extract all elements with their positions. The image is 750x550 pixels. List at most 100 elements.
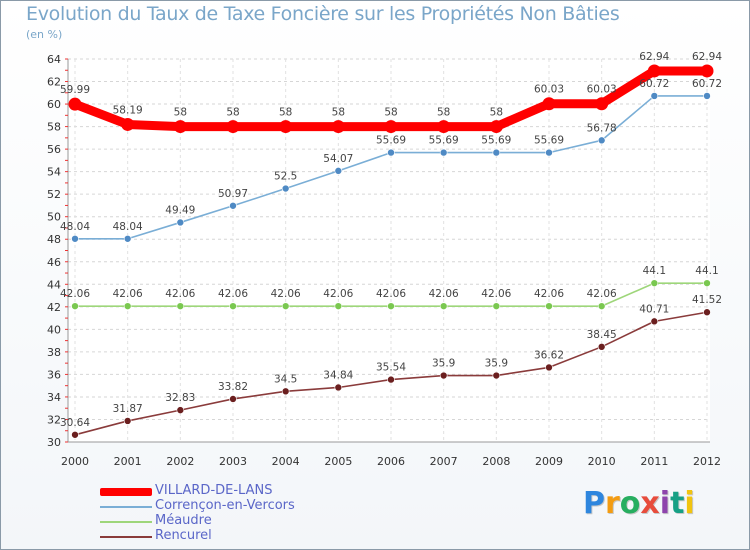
logo-letter: t (670, 486, 685, 521)
data-label: 42.06 (534, 288, 564, 300)
data-label: 60.72 (692, 78, 722, 90)
y-tick-label: 42 (47, 301, 61, 314)
logo-letter: i (684, 486, 695, 521)
data-label: 32.83 (165, 392, 195, 404)
data-point (703, 92, 711, 100)
data-point (650, 279, 659, 287)
data-point (597, 343, 606, 351)
x-tick-label: 2001 (114, 455, 142, 468)
data-label: 42.06 (481, 288, 511, 300)
data-label: 42.06 (323, 288, 353, 300)
data-label: 48.04 (60, 221, 90, 233)
data-point (176, 406, 185, 414)
legend-label-villard: VILLARD-DE-LANS (155, 483, 273, 498)
proxiti-logo: Proxiti (583, 486, 695, 521)
data-point (595, 97, 609, 111)
data-label: 42.06 (165, 288, 195, 300)
data-label: 41.52 (692, 294, 722, 306)
data-point (281, 302, 290, 310)
data-label: 60.72 (639, 78, 669, 90)
data-label: 55.69 (534, 135, 564, 147)
data-point (703, 308, 711, 317)
data-label: 30.64 (60, 417, 90, 429)
y-tick-label: 64 (47, 53, 61, 66)
legend-label-rencurel: Rencurel (155, 528, 212, 543)
data-point (71, 430, 79, 439)
data-label: 33.82 (218, 381, 248, 393)
data-label: 59.99 (60, 84, 90, 96)
data-point (68, 97, 82, 111)
legend-swatch-villard (100, 488, 152, 496)
data-point (387, 148, 395, 157)
data-point (71, 234, 79, 243)
data-point (226, 120, 240, 134)
data-labels: 59.99 58.19 58 58 58 58 58 58 58 60.03 60.03 62.94 6… (60, 51, 722, 429)
data-point (331, 120, 345, 134)
logo-letter: P (583, 486, 605, 521)
data-label: 58 (332, 107, 345, 119)
data-point (545, 148, 553, 157)
series-layer (68, 64, 714, 439)
data-label: 54.07 (323, 153, 353, 165)
data-point (439, 302, 448, 310)
y-tick-label: 30 (47, 436, 61, 449)
data-label: 58 (384, 107, 397, 119)
data-point (334, 302, 343, 310)
logo-letter: i (659, 486, 671, 521)
data-point (176, 302, 185, 310)
data-point (176, 218, 185, 227)
data-label: 44.1 (643, 265, 666, 277)
data-point (387, 375, 395, 384)
data-point (387, 302, 395, 310)
data-point (650, 92, 659, 100)
data-point (123, 302, 132, 310)
data-point (123, 417, 132, 425)
data-point (439, 371, 448, 380)
data-label: 42.06 (218, 288, 248, 300)
data-point (334, 167, 343, 175)
x-tick-label: 2009 (535, 455, 563, 468)
data-label: 60.03 (587, 84, 617, 96)
data-label: 42.06 (60, 288, 90, 300)
x-tick-label: 2006 (377, 455, 405, 468)
data-point (281, 184, 290, 193)
logo-letter: o (619, 486, 641, 521)
y-tick-label: 58 (47, 121, 61, 134)
data-label: 42.06 (113, 288, 143, 300)
line-chart: 30 32 34 36 38 40 42 44 46 48 50 52 54 56 58 60 62 64 2000… (47, 51, 722, 468)
data-point (121, 117, 135, 131)
logo-letter: r (605, 486, 620, 521)
data-label: 42.06 (429, 288, 459, 300)
data-label: 35.9 (432, 358, 455, 370)
y-tick-label: 40 (47, 323, 61, 336)
y-tick-label: 46 (47, 256, 61, 269)
legend-label-meaudre: Méaudre (155, 513, 212, 528)
data-label: 58 (226, 107, 239, 119)
data-point (229, 201, 237, 210)
data-point (597, 136, 606, 145)
data-label: 35.54 (376, 362, 406, 374)
x-tick-label: 2012 (693, 455, 721, 468)
data-label: 58 (437, 107, 450, 119)
x-tick-label: 2011 (640, 455, 668, 468)
data-label: 52.5 (274, 171, 297, 183)
legend-swatch-rencurel (100, 536, 152, 538)
data-label: 31.87 (113, 403, 143, 415)
data-label: 34.84 (323, 369, 353, 381)
data-label: 62.94 (692, 51, 722, 63)
data-point (439, 148, 448, 157)
y-tick-label: 62 (47, 76, 61, 89)
data-point (647, 64, 661, 78)
data-point (492, 148, 501, 157)
data-label: 42.06 (376, 288, 406, 300)
data-label: 58 (490, 107, 503, 119)
data-point (545, 302, 553, 310)
chart-subtitle: (en %) (26, 28, 63, 41)
data-label: 62.94 (639, 51, 669, 63)
legend-swatch-meaudre (100, 521, 152, 523)
data-label: 36.62 (534, 349, 564, 361)
x-tick-label: 2007 (430, 455, 458, 468)
data-point (703, 279, 711, 287)
data-point (492, 302, 501, 310)
x-tick-label: 2008 (482, 455, 510, 468)
